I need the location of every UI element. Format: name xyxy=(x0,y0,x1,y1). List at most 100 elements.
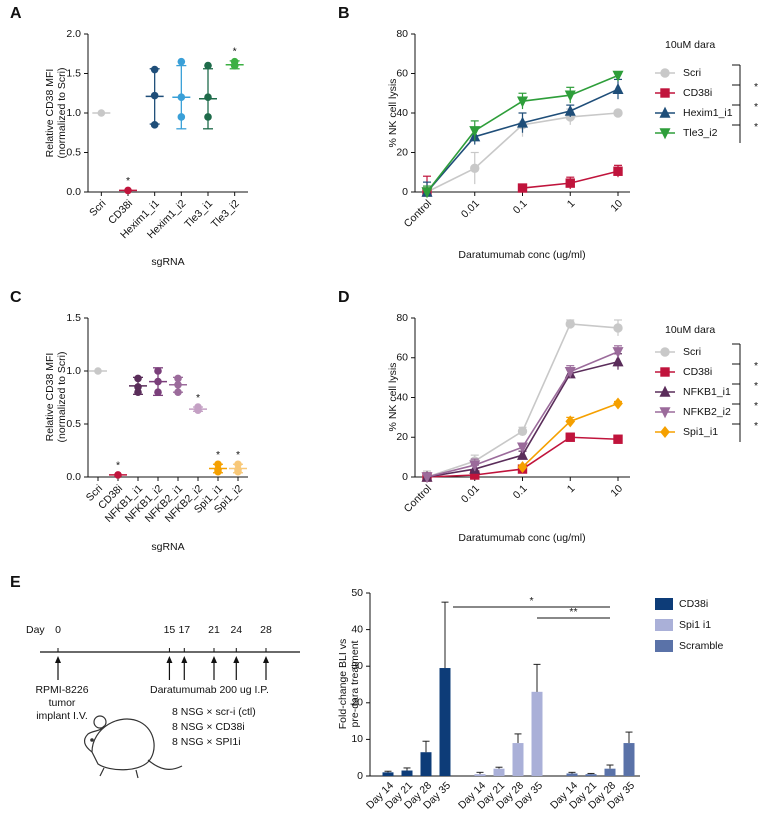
group-label: 8 NSG × scr-i (ctl) xyxy=(172,706,256,718)
timeline-day: 15 xyxy=(164,624,176,636)
significance-label: * xyxy=(233,46,237,58)
y-tick-label: 0.0 xyxy=(66,186,81,198)
bar xyxy=(566,773,578,776)
significance-label: * xyxy=(196,392,200,404)
significance-label: * xyxy=(126,175,130,187)
y-axis-label: pre-dara treatment xyxy=(349,640,361,727)
bar xyxy=(585,774,597,776)
data-point xyxy=(150,121,159,129)
significance-label: * xyxy=(754,380,758,392)
legend-swatch xyxy=(655,598,673,610)
marker xyxy=(564,90,576,102)
marker xyxy=(659,385,671,397)
data-point xyxy=(204,113,212,121)
bar xyxy=(493,768,505,776)
marker xyxy=(470,163,480,174)
y-tick-label: 40 xyxy=(396,107,408,119)
y-tick-label: 0.5 xyxy=(66,146,81,158)
legend-title: 10uM dara xyxy=(665,39,715,51)
legend-label: CD38i xyxy=(683,366,712,378)
y-tick-label: 60 xyxy=(396,352,408,364)
data-point xyxy=(177,113,186,121)
marker xyxy=(517,426,528,436)
y-tick-label: 10 xyxy=(351,733,363,745)
marker xyxy=(613,108,623,118)
marker xyxy=(421,187,433,199)
legend-label: Hexim1_i1 xyxy=(683,107,733,119)
x-axis-label: Daratumumab conc (ug/ml) xyxy=(458,532,585,544)
legend-label: CD38i xyxy=(683,87,712,99)
marker xyxy=(613,434,623,444)
legend-label: NFKB1_i1 xyxy=(683,386,731,398)
y-tick-label: 0 xyxy=(357,770,363,782)
significance-label: * xyxy=(529,595,533,607)
y-tick-label: 0.5 xyxy=(66,418,81,430)
marker xyxy=(659,128,671,140)
y-tick-label: 0 xyxy=(402,471,408,483)
marker xyxy=(660,347,670,357)
marker xyxy=(660,367,670,377)
treatment-label: Daratumumab 200 ug I.P. xyxy=(150,684,269,696)
marker xyxy=(565,432,575,442)
y-tick-label: 40 xyxy=(351,623,363,635)
data-point xyxy=(234,460,242,469)
bar xyxy=(474,774,486,776)
y-tick-label: 0.0 xyxy=(66,471,81,483)
y-tick-label: 1.5 xyxy=(66,67,81,79)
data-point xyxy=(177,57,186,66)
y-tick-label: 40 xyxy=(396,391,408,403)
bar xyxy=(531,691,543,776)
x-axis-label: Daratumumab conc (ug/ml) xyxy=(458,249,585,261)
significance-label: * xyxy=(754,400,758,412)
marker xyxy=(613,323,623,333)
y-axis-label: % NK cell lysis xyxy=(387,363,399,432)
data-point xyxy=(154,377,162,386)
marker xyxy=(659,407,671,419)
arrow-head xyxy=(181,656,188,663)
y-tick-label: 80 xyxy=(396,312,408,324)
data-point xyxy=(114,471,122,479)
data-point xyxy=(150,91,159,100)
marker xyxy=(516,442,529,454)
y-tick-label: 60 xyxy=(396,67,408,79)
y-tick-label: 2.0 xyxy=(66,28,81,40)
y-axis-label: Fold-change BLI vs xyxy=(337,639,349,729)
marker xyxy=(516,448,529,460)
y-axis-label: (normalized to Scri) xyxy=(56,351,68,442)
arrow-head xyxy=(166,656,173,663)
y-tick-label: 20 xyxy=(396,431,408,443)
marker xyxy=(659,106,671,118)
marker xyxy=(421,472,433,484)
data-point xyxy=(134,383,142,391)
significance-label: ** xyxy=(569,606,577,618)
data-point xyxy=(174,374,182,383)
marker xyxy=(516,116,529,128)
significance-label: * xyxy=(754,420,758,432)
timeline-day: 24 xyxy=(230,624,242,636)
marker xyxy=(612,82,624,94)
significance-label: * xyxy=(116,460,120,472)
legend-label: Spi1 i1 xyxy=(679,619,711,631)
implant-label: tumor xyxy=(49,697,76,709)
panel-label: A xyxy=(10,5,22,22)
marker xyxy=(612,355,624,367)
legend-label: Scramble xyxy=(679,640,724,652)
marker xyxy=(660,68,670,78)
legend-swatch xyxy=(655,640,673,652)
arrow-head xyxy=(211,656,217,663)
bar xyxy=(382,772,394,776)
x-axis-label: sgRNA xyxy=(151,541,184,553)
y-tick-label: 50 xyxy=(351,587,363,599)
group-label: 8 NSG × SPI1i xyxy=(172,736,241,748)
bar xyxy=(420,752,432,776)
marker xyxy=(565,415,576,428)
data-point xyxy=(204,61,212,70)
marker xyxy=(517,461,528,474)
marker xyxy=(565,178,575,188)
significance-label: * xyxy=(754,101,758,113)
marker xyxy=(660,426,670,438)
data-point xyxy=(134,388,142,397)
significance-label: * xyxy=(754,121,758,133)
y-axis-label: % NK cell lysis xyxy=(387,79,399,148)
significance-label: * xyxy=(216,449,220,461)
